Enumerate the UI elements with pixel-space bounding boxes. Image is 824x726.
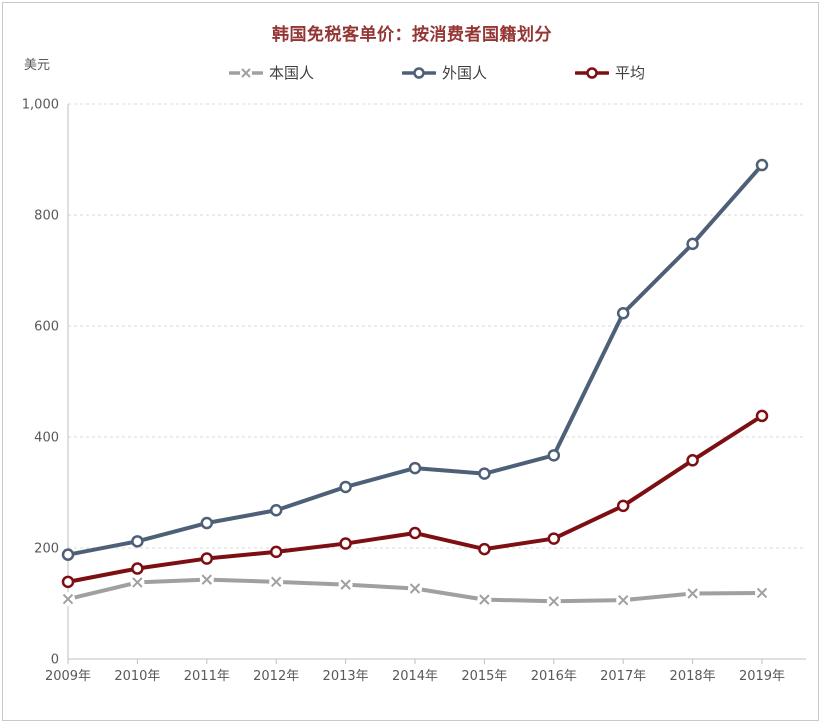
- data-point-average: [616, 499, 630, 513]
- data-point-average: [408, 526, 422, 540]
- data-point-domestic: [409, 583, 421, 594]
- data-point-foreigner: [686, 237, 699, 251]
- legend: 本国人 外国人 平均: [50, 62, 824, 83]
- legend-label-average: 平均: [615, 64, 646, 82]
- data-point-domestic: [548, 596, 560, 607]
- series-line-average: [66, 413, 764, 584]
- data-point-average: [269, 545, 283, 559]
- y-tick-label: 0: [51, 653, 59, 668]
- data-point-average: [200, 552, 214, 565]
- data-point-domestic: [687, 588, 698, 599]
- data-point-average: [755, 409, 769, 423]
- legend-circle-marker: [586, 66, 598, 79]
- y-tick-label: 600: [34, 320, 59, 335]
- data-point-average: [547, 532, 561, 545]
- y-tick-label: 400: [34, 431, 59, 446]
- data-point-domestic: [132, 577, 143, 588]
- data-point-foreigner: [131, 535, 144, 548]
- y-axis-unit-label: 美元: [24, 58, 51, 73]
- x-tick-label: 2015年: [461, 669, 507, 684]
- data-point-foreigner: [755, 158, 769, 172]
- x-tick-label: 2014年: [392, 669, 438, 684]
- data-point-domestic: [756, 587, 768, 599]
- data-point-domestic: [479, 594, 490, 605]
- data-point-foreigner: [200, 516, 214, 530]
- series-line-foreigner: [66, 163, 764, 557]
- x-tick-label: 2018年: [670, 669, 716, 684]
- x-tick-label: 2011年: [184, 669, 230, 684]
- data-point-foreigner: [616, 306, 630, 320]
- y-tick-label: 1,000: [22, 98, 59, 113]
- data-point-average: [131, 562, 144, 575]
- x-tick-label: 2010年: [114, 669, 160, 684]
- circle-marker-icon: [401, 65, 436, 81]
- legend-item-foreigner: 外国人: [401, 62, 487, 83]
- data-point-average: [61, 575, 75, 589]
- data-point-average: [686, 454, 699, 467]
- data-point-foreigner: [547, 449, 561, 462]
- data-point-foreigner: [408, 461, 422, 475]
- data-point-foreigner: [61, 548, 75, 561]
- x-tick-label: 2017年: [600, 669, 646, 684]
- legend-label-domestic: 本国人: [268, 64, 314, 82]
- data-point-average: [339, 537, 352, 550]
- data-point-foreigner: [339, 480, 352, 494]
- y-tick-label: 800: [34, 209, 59, 224]
- data-point-domestic: [270, 576, 282, 588]
- data-point-foreigner: [269, 504, 283, 517]
- data-point-domestic: [201, 574, 213, 585]
- x-marker-icon: [228, 65, 263, 81]
- data-point-domestic: [62, 593, 74, 605]
- legend-label-foreigner: 外国人: [441, 64, 487, 82]
- x-tick-label: 2019年: [739, 669, 785, 684]
- legend-marker-glyph: [575, 66, 609, 79]
- legend-item-average: 平均: [575, 62, 645, 83]
- legend-x-marker: [241, 67, 251, 78]
- data-point-domestic: [617, 594, 629, 606]
- x-tick-label: 2009年: [45, 669, 91, 684]
- x-tick-label: 2016年: [531, 669, 577, 684]
- circle-marker-icon: [575, 65, 609, 81]
- legend-marker-glyph: [401, 66, 436, 79]
- legend-marker-glyph: [228, 66, 263, 79]
- data-point-average: [478, 542, 491, 556]
- data-point-domestic: [340, 579, 351, 590]
- data-point-foreigner: [478, 467, 491, 480]
- y-tick-label: 200: [34, 542, 59, 557]
- x-tick-label: 2012年: [253, 669, 299, 684]
- legend-item-domestic: 本国人: [228, 62, 314, 83]
- legend-circle-marker: [413, 66, 425, 79]
- chart-title: 韩国免税客单价：按消费者国籍划分: [272, 25, 552, 45]
- x-tick-label: 2013年: [323, 669, 369, 684]
